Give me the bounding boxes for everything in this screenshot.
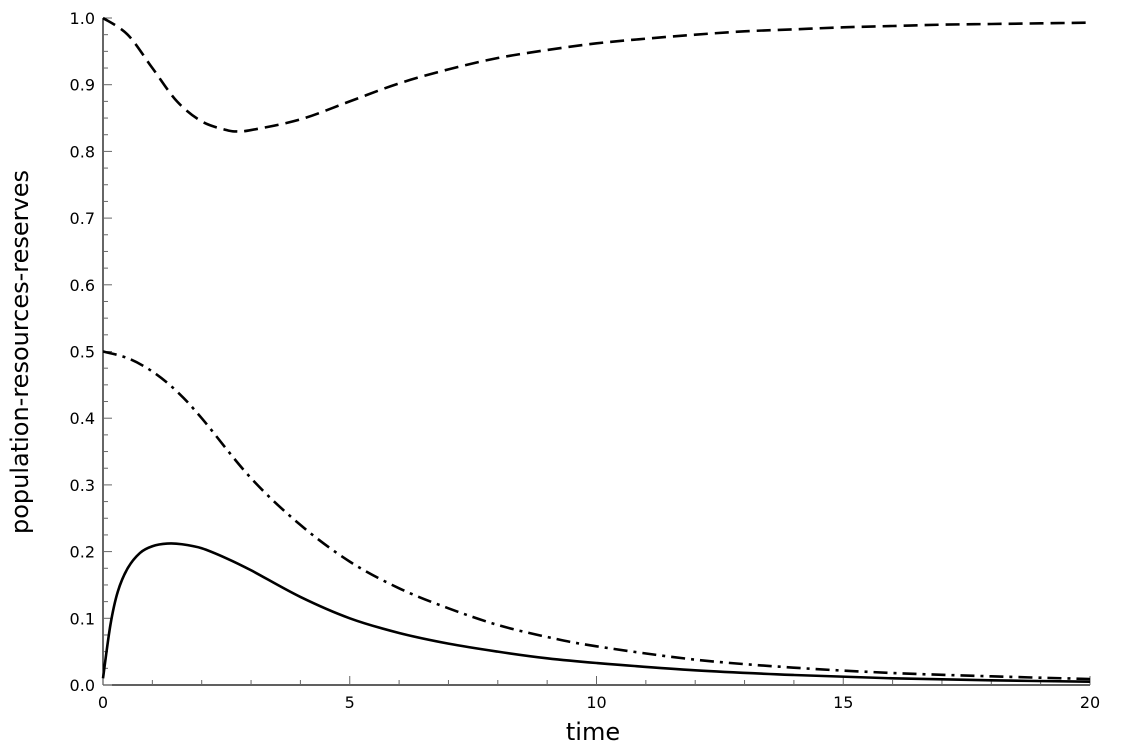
series-line-dashed — [102, 16, 1091, 133]
x-tick-label: 5 — [345, 693, 355, 712]
y-tick-label: 0.7 — [70, 209, 95, 228]
x-axis-title: time — [566, 718, 620, 746]
y-tick-label: 0.9 — [70, 76, 95, 95]
x-tick-label: 10 — [586, 693, 606, 712]
x-tick-label: 15 — [833, 693, 853, 712]
axes — [102, 18, 1090, 686]
y-axis-title: population-resources-reserves — [6, 170, 34, 534]
x-tick-label: 20 — [1080, 693, 1100, 712]
y-tick-label: 0.5 — [70, 343, 95, 362]
tick-labels: 0 5 10 15 20 0.0 0.1 0.2 0.3 0.4 0.5 0.6 0.7 0.8 0.9 1.… — [70, 9, 1101, 712]
y-tick-label: 0.2 — [70, 543, 95, 562]
y-tick-label: 0.0 — [70, 676, 95, 695]
y-tick-label: 0.4 — [70, 409, 95, 428]
x-tick-label: 0 — [98, 693, 108, 712]
y-tick-label: 0.3 — [70, 476, 95, 495]
y-tick-label: 1.0 — [70, 9, 95, 28]
y-tick-label: 0.8 — [70, 142, 95, 161]
ticks — [102, 17, 1091, 686]
y-tick-label: 0.6 — [70, 276, 95, 295]
y-tick-label: 0.1 — [70, 609, 95, 628]
plot-series — [101, 16, 1091, 683]
series-line-solid — [101, 542, 1091, 683]
series-line-dash-dot — [102, 350, 1091, 681]
